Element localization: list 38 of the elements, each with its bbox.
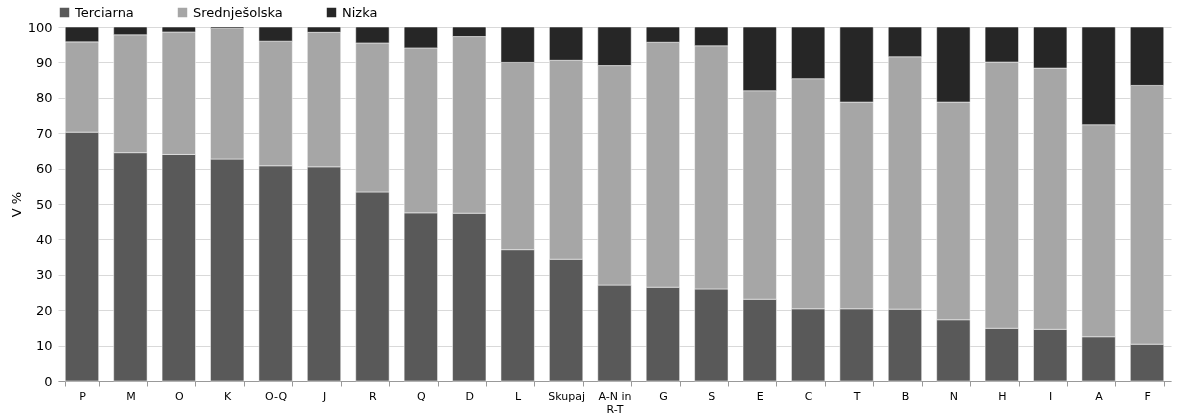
y-axis-title: V %: [8, 191, 24, 218]
x-tick-label: M: [126, 389, 136, 403]
x-tick-label: D: [465, 389, 475, 403]
x-tick-label: J: [321, 389, 327, 403]
y-tick-label: 0: [44, 373, 53, 389]
y-tick-label: 100: [27, 19, 53, 35]
x-tick-label: C: [804, 389, 813, 403]
legend-label: Nizka: [342, 4, 378, 20]
y-tick-label: 20: [35, 302, 53, 318]
x-tick-label: Q: [417, 389, 427, 403]
x-tick-label: N: [949, 389, 958, 403]
x-tick-label: R: [369, 389, 378, 403]
x-tick-label: F: [1144, 389, 1151, 403]
y-tick-label: 40: [35, 231, 53, 247]
y-tick-label: 50: [35, 196, 53, 212]
x-tick-label: K: [224, 389, 233, 403]
x-tick-label: O-Q: [265, 389, 288, 403]
y-tick-label: 70: [35, 125, 53, 141]
x-tick-label: G: [659, 389, 668, 403]
x-tick-label: Skupaj: [548, 389, 585, 403]
legend-label: Srednješolska: [193, 4, 283, 20]
x-tick-label: S: [708, 389, 716, 403]
y-tick-label: 10: [35, 338, 53, 354]
x-tick-label: O: [174, 389, 184, 403]
x-tick-label: E: [756, 389, 764, 403]
x-tick-label: A: [1095, 389, 1104, 403]
y-tick-label: 80: [35, 90, 53, 106]
x-tick-label: A-N in R-T: [598, 389, 632, 416]
y-tick-label: 60: [35, 161, 53, 177]
y-tick-label: 30: [35, 267, 53, 283]
x-tick-label: H: [998, 389, 1007, 403]
x-tick-label: B: [901, 389, 910, 403]
x-tick-label: T: [852, 389, 861, 403]
y-tick-label: 90: [35, 54, 53, 70]
x-tick-label: I: [1049, 389, 1053, 403]
legend-label: Terciarna: [74, 4, 134, 20]
x-tick-label: P: [79, 389, 87, 403]
x-tick-label: L: [515, 389, 523, 403]
